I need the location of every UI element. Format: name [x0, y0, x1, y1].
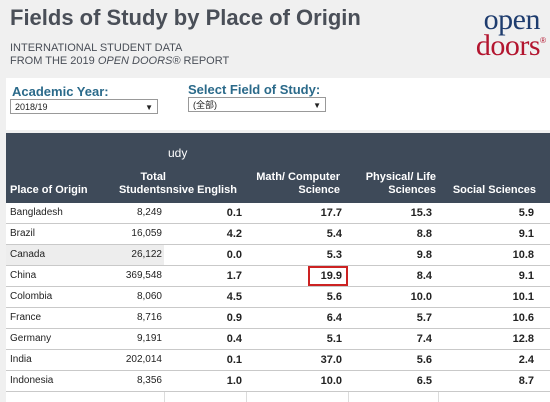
cell-social: 12.8: [512, 333, 534, 345]
cell-math: 5.1: [326, 333, 342, 345]
cell-math: 10.0: [320, 375, 342, 387]
cell-social: 10.6: [512, 312, 534, 324]
cell-physical: 7.4: [416, 333, 432, 345]
cell-english: 0.1: [226, 354, 242, 366]
cell-english: 0.9: [226, 312, 242, 324]
field-of-study-value: (全部): [193, 100, 217, 110]
cell-total: 202,014: [125, 354, 162, 365]
cell-english: 4.2: [226, 228, 242, 240]
col-header-total[interactable]: Total Students: [118, 171, 166, 196]
row-highlight-bg: [6, 245, 164, 265]
cell-english: 1.7: [226, 270, 242, 282]
col-header-math[interactable]: Math/ Computer Science: [256, 171, 340, 196]
cell-math: 37.0: [320, 354, 342, 366]
cell-total: 369,548: [125, 270, 162, 281]
subtitle-suffix: REPORT: [180, 55, 230, 67]
cell-physical: 10.0: [410, 291, 432, 303]
field-of-study-label: Select Field of Study:: [188, 82, 321, 97]
logo-doors: doors: [475, 29, 541, 62]
cell-place: Germany: [10, 333, 52, 344]
cell-math: 6.4: [326, 312, 342, 324]
open-doors-logo: open doors ®: [456, 3, 546, 62]
academic-year-select[interactable]: 2018/19 ▼: [10, 99, 158, 114]
subtitle-italic: OPEN DOORS®: [97, 55, 181, 67]
cell-place: Colombia: [10, 291, 53, 302]
page-subtitle: INTERNATIONAL STUDENT DATA FROM THE 2019…: [10, 42, 229, 68]
cell-physical: 6.5: [416, 375, 432, 387]
cell-math: 5.6: [326, 291, 342, 303]
highlight-box: [308, 266, 348, 286]
cell-physical: 8.8: [416, 228, 432, 240]
col-header-physical[interactable]: Physical/ Life Sciences: [365, 171, 436, 196]
cell-total: 8,249: [136, 207, 162, 218]
header-overflow-text: udy: [168, 146, 188, 160]
cell-physical: 5.7: [416, 312, 432, 324]
col-header-social[interactable]: Social Sciences: [452, 184, 536, 196]
cell-total: 26,122: [131, 249, 162, 260]
cell-social: 9.1: [518, 270, 534, 282]
academic-year-label: Academic Year:: [12, 84, 109, 99]
cell-physical: 5.6: [416, 354, 432, 366]
table-row[interactable]: Germany 9,191 0.4 5.1 7.4 12.8: [6, 329, 550, 350]
subtitle-line1: INTERNATIONAL STUDENT DATA: [10, 42, 183, 54]
cell-place: Bangladesh: [10, 207, 63, 218]
cell-social: 10.8: [512, 249, 534, 261]
table-row[interactable]: Indonesia 8,356 1.0 10.0 6.5 8.7: [6, 371, 550, 392]
col-header-english[interactable]: nsive English: [166, 184, 237, 196]
cell-total: 8,356: [136, 375, 162, 386]
cell-social: 10.1: [512, 291, 534, 303]
table-row[interactable]: Canada 26,122 0.0 5.3 9.8 10.8: [6, 245, 550, 266]
cell-math: 17.7: [320, 207, 342, 219]
cell-physical: 9.8: [416, 249, 432, 261]
table-row[interactable]: Bangladesh 8,249 0.1 17.7 15.3 5.9: [6, 203, 550, 224]
cell-place: Brazil: [10, 228, 36, 239]
logo-open: open: [483, 3, 541, 36]
cell-social: 2.4: [518, 354, 534, 366]
table-row[interactable]: China 369,548 1.7 19.9 8.4 9.1: [6, 266, 550, 287]
cell-physical: 15.3: [410, 207, 432, 219]
cell-place: China: [10, 270, 37, 281]
filter-panel: Academic Year: 2018/19 ▼ Select Field of…: [6, 78, 550, 130]
cell-math: 19.9: [320, 270, 342, 282]
subtitle-prefix: FROM THE 2019: [10, 55, 98, 67]
cell-physical: 8.4: [416, 270, 432, 282]
cell-social: 9.1: [518, 228, 534, 240]
cell-place: Canada: [10, 249, 46, 260]
field-of-study-select[interactable]: (全部) ▼: [188, 97, 326, 112]
cell-total: 9,191: [136, 333, 162, 344]
cell-place: Indonesia: [10, 375, 54, 386]
table-row[interactable]: Brazil 16,059 4.2 5.4 8.8 9.1: [6, 224, 550, 245]
chevron-down-icon: ▼: [313, 101, 321, 110]
subtitle-line2: FROM THE 2019 OPEN DOORS® REPORT: [10, 55, 229, 68]
col-header-place[interactable]: Place of Origin: [10, 184, 88, 196]
cell-place: India: [10, 354, 32, 365]
table-header: udy Place of Origin Total Students nsive…: [6, 133, 550, 203]
table-row[interactable]: India 202,014 0.1 37.0 5.6 2.4: [6, 350, 550, 371]
table-row[interactable]: Colombia 8,060 4.5 5.6 10.0 10.1: [6, 287, 550, 308]
cell-total: 8,060: [136, 291, 162, 302]
cell-english: 0.4: [226, 333, 242, 345]
cell-math: 5.3: [326, 249, 342, 261]
cell-total: 16,059: [131, 228, 162, 239]
cell-social: 5.9: [518, 207, 534, 219]
academic-year-value: 2018/19: [15, 102, 48, 112]
cell-english: 1.0: [226, 375, 242, 387]
data-table: udy Place of Origin Total Students nsive…: [6, 133, 550, 402]
cell-english: 0.0: [226, 249, 242, 261]
cell-social: 8.7: [518, 375, 534, 387]
logo-registered: ®: [540, 36, 546, 45]
page-title: Fields of Study by Place of Origin: [10, 5, 361, 30]
cell-place: France: [10, 312, 42, 323]
cell-math: 5.4: [326, 228, 342, 240]
table-row[interactable]: France 8,716 0.9 6.4 5.7 10.6: [6, 308, 550, 329]
cell-english: 4.5: [226, 291, 242, 303]
chevron-down-icon: ▼: [145, 103, 153, 112]
cell-total: 8,716: [136, 312, 162, 323]
cell-english: 0.1: [226, 207, 242, 219]
